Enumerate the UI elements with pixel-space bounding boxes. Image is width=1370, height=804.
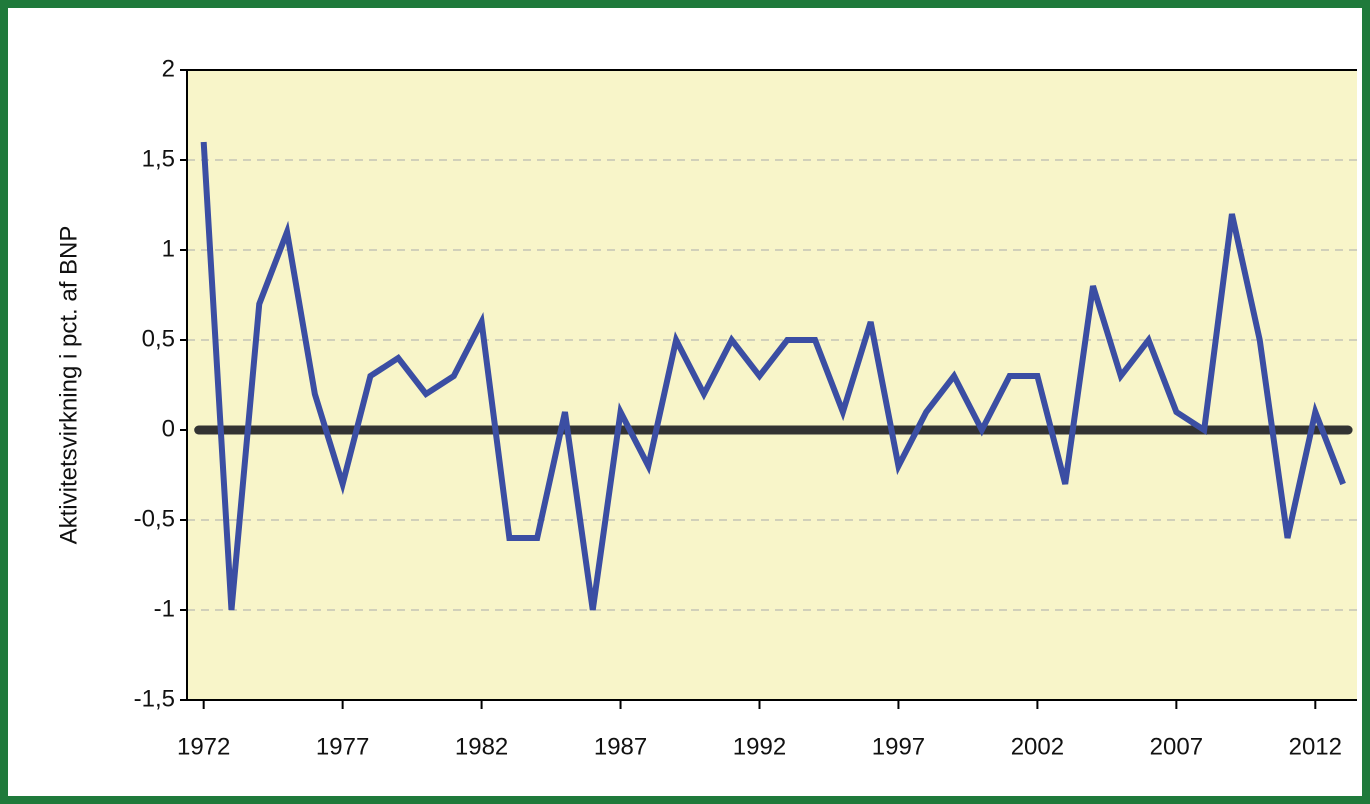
y-tick-label: 0,5 [142, 325, 175, 352]
y-axis-label: Aktivitetsvirkning i pct. af BNP [55, 226, 82, 545]
y-tick-label: -0,5 [134, 505, 175, 532]
y-tick-label: 1,5 [142, 145, 175, 172]
x-tick-label: 1992 [733, 733, 786, 760]
x-tick-label: 1997 [872, 733, 925, 760]
plot-area [187, 70, 1357, 700]
x-tick-label: 1972 [177, 733, 230, 760]
y-tick-label: 1 [162, 235, 175, 262]
x-tick-label: 2002 [1011, 733, 1064, 760]
y-tick-label: 2 [162, 55, 175, 82]
x-tick-label: 1977 [316, 733, 369, 760]
y-tick-label: 0 [162, 415, 175, 442]
series-line [200, 141, 1346, 611]
x-tick-label: 2012 [1289, 733, 1342, 760]
y-tick-label: -1 [154, 595, 175, 622]
y-tick-label: -1,5 [134, 685, 175, 712]
x-tick-label: 1982 [455, 733, 508, 760]
x-tick-label: 2007 [1150, 733, 1203, 760]
x-tick-label: 1987 [594, 733, 647, 760]
